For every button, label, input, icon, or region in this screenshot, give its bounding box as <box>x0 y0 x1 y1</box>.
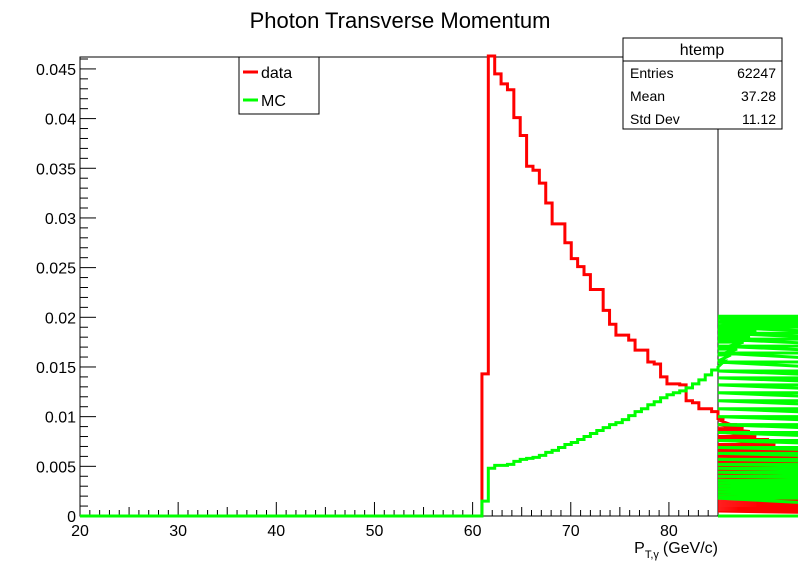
x-tick-label: 70 <box>562 523 580 540</box>
stats-entries-label: Entries <box>630 65 674 81</box>
x-axis-title-main: P <box>634 540 645 557</box>
stats-entries-value: 62247 <box>737 65 776 81</box>
stats-stddev-label: Std Dev <box>630 111 680 127</box>
y-tick-label: 0 <box>67 509 76 526</box>
x-tick-label: 60 <box>464 523 482 540</box>
x-axis-title-unit: (GeV/c) <box>663 540 718 557</box>
series-group <box>80 54 798 518</box>
y-tick-label: 0.01 <box>45 410 76 427</box>
legend: data MC <box>238 56 320 115</box>
stats-box-frame <box>622 37 783 130</box>
x-tick-label: 20 <box>71 523 89 540</box>
x-tick-label: 80 <box>660 523 678 540</box>
plot-frame <box>79 56 719 517</box>
chart-title: Photon Transverse Momentum <box>250 8 551 33</box>
stats-box: htemp Entries 62247 Mean 37.28 Std Dev 1… <box>622 37 783 130</box>
y-tick-label: 0.035 <box>36 161 76 178</box>
x-axis-title: PT,γ (GeV/c) <box>634 540 718 561</box>
x-tick-label: 30 <box>169 523 187 540</box>
x-tick-label: 50 <box>366 523 384 540</box>
x-axis-title-sub: T,γ <box>645 549 660 561</box>
stats-mean-value: 37.28 <box>741 88 776 104</box>
legend-label-data: data <box>261 65 292 82</box>
y-tick-label: 0.025 <box>36 261 76 278</box>
stats-box-title: htemp <box>680 42 725 59</box>
stats-stddev-value: 11.12 <box>742 111 776 127</box>
series-line-mc <box>80 314 798 518</box>
y-tick-label: 0.045 <box>36 62 76 79</box>
y-tick-label: 0.005 <box>36 459 76 476</box>
stats-mean-label: Mean <box>630 88 665 104</box>
y-axis: 0 0.005 0.01 0.015 0.02 0.025 0.03 0.035 0.04 0.0… <box>36 58 96 526</box>
legend-label-mc: MC <box>261 93 286 110</box>
x-tick-label: 40 <box>267 523 285 540</box>
y-tick-label: 0.04 <box>45 112 76 129</box>
x-axis: 20 30 40 50 60 70 80 <box>71 502 719 540</box>
legend-box <box>238 56 320 115</box>
y-tick-label: 0.03 <box>45 211 76 228</box>
y-tick-label: 0.015 <box>36 360 76 377</box>
y-tick-label: 0.02 <box>45 310 76 327</box>
